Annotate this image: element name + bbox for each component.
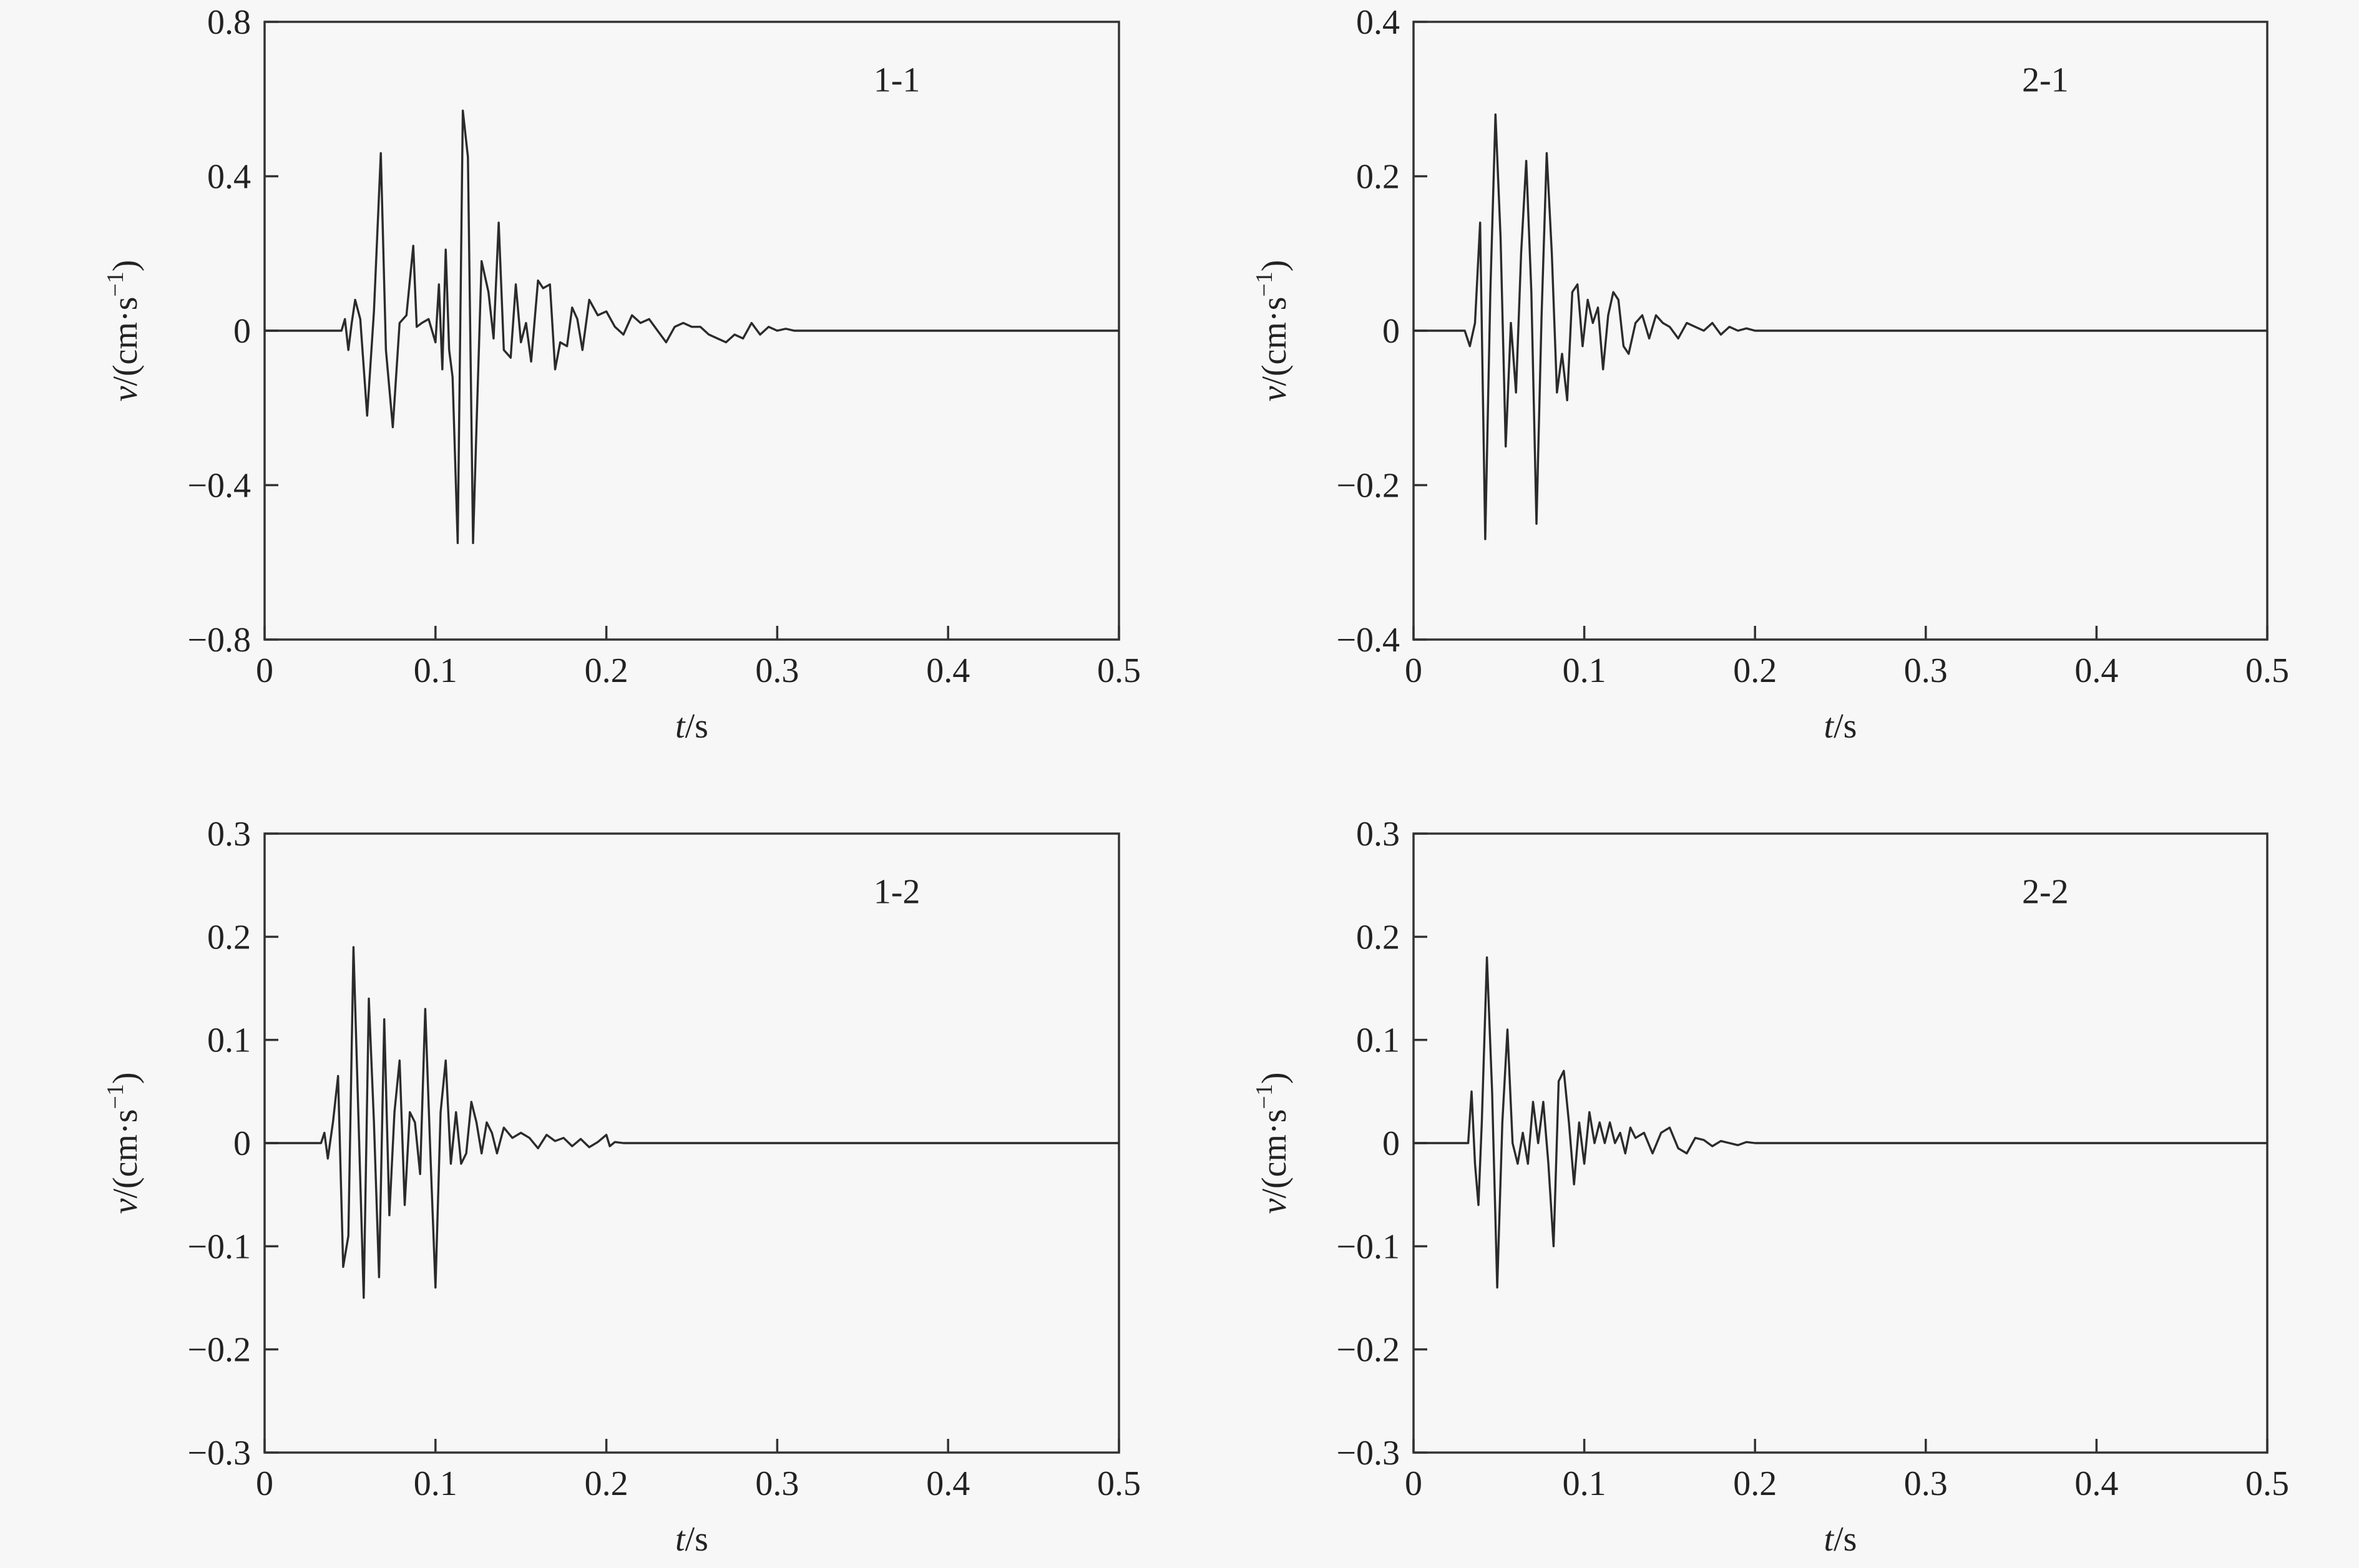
- x-axis-unit: /s: [685, 707, 708, 746]
- x-axis-label: t/s: [1824, 1520, 1857, 1559]
- y-tick-label: −0.2: [1336, 467, 1400, 505]
- panel-2-1: 0 0.1 0.2 0.3 0.4 0.5 −0.4 −0.2 0 0.2 0.4 2-1 t/s v/(…: [1251, 3, 2289, 746]
- y-tick-label: 0.3: [207, 815, 251, 854]
- y-tick-label: −0.2: [187, 1331, 251, 1370]
- y-tick-label: 0.3: [1356, 815, 1400, 854]
- x-tick-label: 0.1: [1563, 1464, 1606, 1503]
- y-axis-unit-close: ): [1255, 260, 1294, 271]
- x-tick-label: 0.5: [2245, 1464, 2289, 1503]
- y-axis-unit-exponent: −1: [1251, 271, 1277, 296]
- x-tick-label: 0: [256, 1464, 273, 1503]
- velocity-trace: [1414, 113, 2267, 540]
- panel-label: 2-2: [2022, 872, 2069, 911]
- y-axis-unit-close: ): [106, 1072, 145, 1084]
- panel-label: 1-1: [874, 61, 921, 99]
- y-axis-unit: /(cm·s: [1255, 1109, 1294, 1199]
- velocity-trace: [265, 109, 1119, 544]
- y-tick-label: 0: [233, 1124, 251, 1163]
- y-axis-unit-close: ): [1255, 1072, 1294, 1084]
- x-tick-label: 0.5: [2245, 651, 2289, 690]
- y-tick-label: 0.1: [1356, 1021, 1400, 1060]
- x-tick-label: 0: [256, 651, 273, 690]
- x-tick-label: 0.2: [585, 651, 628, 690]
- x-axis-variable: t: [1824, 707, 1835, 746]
- y-tick-label: −0.3: [187, 1434, 251, 1473]
- y-tick-label: 0.2: [207, 918, 251, 957]
- x-tick-label: 0.1: [1563, 651, 1606, 690]
- x-tick-label: 0.3: [755, 1464, 799, 1503]
- y-tick-label: −0.4: [187, 467, 251, 505]
- y-axis-label: v/(cm·s−1): [1251, 260, 1294, 401]
- y-axis-label: v/(cm·s−1): [1251, 1072, 1294, 1214]
- x-tick-label: 0.1: [414, 1464, 457, 1503]
- y-axis-label: v/(cm·s−1): [102, 1072, 145, 1214]
- y-tick-label: 0: [233, 312, 251, 351]
- x-tick-label: 0.2: [585, 1464, 628, 1503]
- x-tick-label: 0.4: [926, 1464, 970, 1503]
- x-tick-label: 0: [1405, 651, 1422, 690]
- x-tick-label: 0.4: [2074, 1464, 2118, 1503]
- panel-1-2: 0 0.1 0.2 0.3 0.4 0.5 −0.3 −0.2 −0.1 0 0.1 0.2 0.3 1-…: [102, 815, 1141, 1559]
- y-tick-label: 0: [1382, 312, 1400, 351]
- y-tick-label: 0.4: [207, 158, 251, 197]
- y-tick-label: −0.2: [1336, 1331, 1400, 1370]
- y-tick-label: 0: [1382, 1124, 1400, 1163]
- x-axis-label: t/s: [675, 1520, 708, 1559]
- panel-label: 2-1: [2022, 61, 2069, 99]
- y-axis-unit: /(cm·s: [106, 297, 145, 386]
- x-tick-label: 0.3: [1904, 1464, 1948, 1503]
- x-tick-label: 0.3: [1904, 651, 1948, 690]
- x-axis-unit: /s: [1834, 707, 1857, 746]
- x-tick-label: 0.2: [1733, 1464, 1777, 1503]
- y-tick-label: −0.1: [1336, 1227, 1400, 1266]
- y-axis-variable: v: [106, 1199, 145, 1214]
- y-tick-label: −0.4: [1336, 621, 1400, 660]
- x-tick-label: 0.2: [1733, 651, 1777, 690]
- y-axis-variable: v: [1255, 1199, 1294, 1214]
- x-axis-label: t/s: [1824, 707, 1857, 746]
- x-tick-label: 0.3: [755, 651, 799, 690]
- y-tick-label: 0.2: [1356, 158, 1400, 197]
- y-axis-label: v/(cm·s−1): [102, 260, 145, 401]
- y-axis-unit-exponent: −1: [102, 271, 129, 296]
- x-tick-label: 0.5: [1097, 651, 1141, 690]
- y-tick-label: 0.2: [1356, 918, 1400, 957]
- y-axis-unit-exponent: −1: [102, 1084, 129, 1109]
- x-axis-unit: /s: [685, 1520, 708, 1559]
- panel-label: 1-2: [874, 872, 921, 911]
- x-axis-label: t/s: [675, 707, 708, 746]
- x-tick-label: 0.1: [414, 651, 457, 690]
- x-axis-variable: t: [675, 707, 686, 746]
- y-axis-unit: /(cm·s: [1255, 297, 1294, 386]
- x-tick-label: 0: [1405, 1464, 1422, 1503]
- y-tick-label: 0.4: [1356, 3, 1400, 42]
- x-axis-variable: t: [1824, 1520, 1835, 1559]
- y-axis-unit-exponent: −1: [1251, 1084, 1277, 1109]
- x-tick-label: 0.5: [1097, 1464, 1141, 1503]
- y-axis-variable: v: [1255, 386, 1294, 402]
- y-axis-unit-close: ): [106, 260, 145, 271]
- y-tick-label: −0.3: [1336, 1434, 1400, 1473]
- y-tick-label: −0.1: [187, 1227, 251, 1266]
- x-axis-variable: t: [675, 1520, 686, 1559]
- y-axis-variable: v: [106, 386, 145, 402]
- panel-1-1: 0 0.1 0.2 0.3 0.4 0.5 −0.8 −0.4 0 0.4 0.8 1-1 t/s v/(…: [102, 3, 1141, 746]
- x-tick-label: 0.4: [926, 651, 970, 690]
- panel-2-2: 0 0.1 0.2 0.3 0.4 0.5 −0.3 −0.2 −0.1 0 0.1 0.2 0.3 2-…: [1251, 815, 2289, 1559]
- velocity-trace: [1414, 956, 2267, 1289]
- velocity-trace: [265, 946, 1119, 1299]
- y-tick-label: −0.8: [187, 621, 251, 660]
- x-tick-label: 0.4: [2074, 651, 2118, 690]
- y-tick-label: 0.8: [207, 3, 251, 42]
- x-axis-unit: /s: [1834, 1520, 1857, 1559]
- y-tick-label: 0.1: [207, 1021, 251, 1060]
- y-axis-unit: /(cm·s: [106, 1109, 145, 1199]
